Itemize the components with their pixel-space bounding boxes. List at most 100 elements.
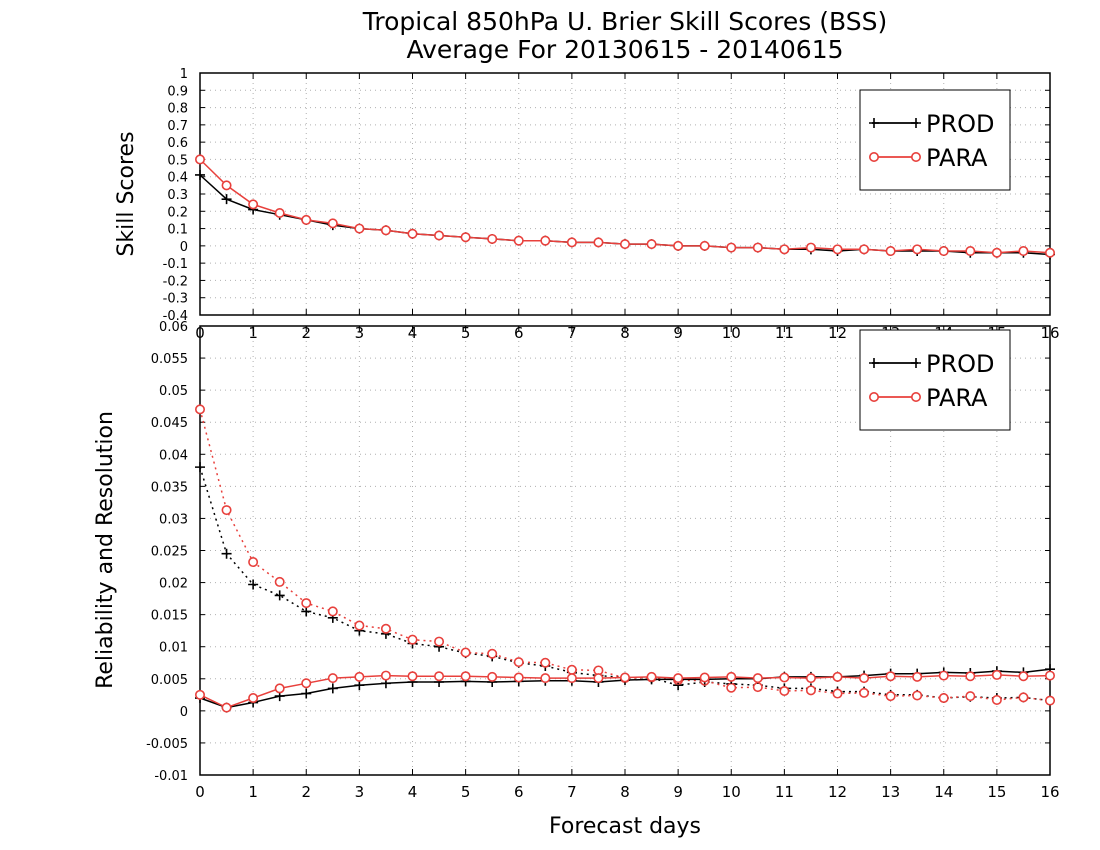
legend-label: PROD (926, 110, 995, 138)
legend-label: PARA (926, 384, 988, 412)
circle-marker (1018, 246, 1029, 257)
circle-marker (646, 239, 657, 250)
circle-marker (859, 687, 870, 698)
plus-marker (248, 579, 259, 590)
circle-marker (540, 235, 551, 246)
plus-marker (354, 680, 365, 691)
y-tick-label: -0.005 (146, 737, 188, 752)
x-tick-label: 10 (722, 324, 741, 342)
y-tick-label: 0.06 (159, 320, 188, 335)
circle-marker (221, 702, 232, 713)
circle-marker (832, 671, 843, 682)
y-tick-label: 0.025 (151, 545, 188, 560)
x-axis-label: Forecast days (549, 814, 701, 839)
circle-marker (460, 671, 471, 682)
y-tick-label: -0.01 (154, 769, 188, 784)
x-tick-label: 8 (620, 783, 630, 801)
plus-marker (301, 606, 312, 617)
circle-marker (566, 673, 577, 684)
circle-marker (327, 218, 338, 229)
circle-marker (354, 620, 365, 631)
circle-marker (327, 673, 338, 684)
y-tick-label: 0.4 (167, 171, 188, 186)
plus-marker (869, 358, 879, 368)
x-tick-label: 4 (408, 783, 418, 801)
legend: PROD PARA (859, 329, 1011, 431)
x-tick-label: 6 (514, 783, 524, 801)
x-tick-label: 3 (355, 324, 365, 342)
circle-marker (248, 693, 259, 704)
y-tick-label: 0.04 (159, 448, 188, 463)
circle-marker (726, 242, 737, 253)
circle-marker (540, 673, 551, 684)
circle-marker (859, 244, 870, 255)
plus-marker (869, 118, 879, 128)
y-tick-label: 0.9 (167, 84, 188, 99)
legend-label: PROD (926, 350, 995, 378)
chart-title-line1: Tropical 850hPa U. Brier Skill Scores (B… (362, 7, 887, 36)
reliability-resolution-panel: -0.01 -0.005 0 0.005 0.01 0.015 0.02 0.025 0.03 0… (93, 320, 1060, 839)
circle-marker (274, 576, 285, 587)
circle-marker (910, 152, 921, 163)
y-tick-label: -0.1 (163, 257, 188, 272)
circle-marker (513, 672, 524, 683)
circle-marker (487, 648, 498, 659)
x-tick-label: 5 (461, 324, 471, 342)
y-tick-label: 0.7 (167, 119, 188, 134)
circle-marker (965, 246, 976, 257)
circle-marker (726, 682, 737, 693)
circle-marker (699, 672, 710, 683)
skill-score-panel: -0.4 -0.3 -0.2 -0.1 0 0.1 0.2 0.3 0.4 0.5 0.6 0.7 0.… (114, 67, 1060, 342)
circle-marker (380, 623, 391, 634)
circle-marker (752, 673, 763, 684)
circle-marker (566, 237, 577, 248)
circle-marker (912, 690, 923, 701)
x-tick-label: 15 (987, 783, 1006, 801)
y-tick-label: -0.4 (163, 309, 188, 324)
circle-marker (221, 505, 232, 516)
circle-marker (274, 683, 285, 694)
series-line (199, 466, 1051, 702)
series-para (195, 154, 1056, 258)
circle-marker (805, 242, 816, 253)
y-tick-label: 0.3 (167, 188, 188, 203)
circle-marker (327, 606, 338, 617)
circle-marker (354, 671, 365, 682)
circle-marker (868, 152, 879, 163)
circle-marker (434, 671, 445, 682)
y-tick-label: 0.03 (159, 512, 188, 527)
circle-marker (673, 673, 684, 684)
x-tick-label: 13 (881, 783, 900, 801)
circle-marker (301, 678, 312, 689)
circle-marker (566, 664, 577, 675)
y-tick-label: 0 (180, 240, 188, 255)
y-tick-label: -0.2 (163, 274, 188, 289)
circle-marker (885, 671, 896, 682)
circle-marker (1018, 692, 1029, 703)
x-tick-label: 12 (828, 324, 847, 342)
x-tick-label: 16 (1040, 783, 1059, 801)
circle-marker (195, 404, 206, 415)
circle-marker (938, 693, 949, 704)
x-tick-label: 4 (408, 324, 418, 342)
y-tick-label: 0 (180, 705, 188, 720)
plus-marker (221, 548, 232, 559)
circle-marker (354, 223, 365, 234)
circle-marker (1045, 670, 1056, 681)
circle-marker (619, 239, 630, 250)
circle-marker (991, 669, 1002, 680)
circle-marker (513, 657, 524, 668)
circle-marker (195, 689, 206, 700)
circle-marker (380, 670, 391, 681)
y-tick-label: 0.035 (151, 480, 188, 495)
x-tick-label: 7 (567, 324, 577, 342)
x-tick-label: 11 (775, 783, 794, 801)
legend-box (859, 329, 1011, 431)
circle-marker (1018, 671, 1029, 682)
series-para-reliability (195, 669, 1056, 713)
plus-marker (301, 688, 312, 699)
y-tick-label: -0.3 (163, 292, 188, 307)
circle-marker (248, 557, 259, 568)
circle-marker (868, 391, 879, 402)
circle-marker (805, 673, 816, 684)
